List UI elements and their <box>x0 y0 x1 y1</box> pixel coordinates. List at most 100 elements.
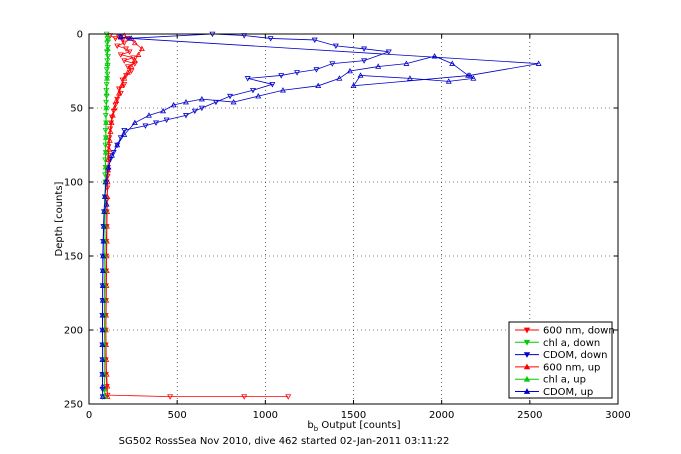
figure-caption: SG502 RossSea Nov 2010, dive 462 started… <box>119 436 450 447</box>
data-point <box>99 282 106 288</box>
data-point <box>111 104 118 111</box>
data-point <box>104 75 110 81</box>
data-point <box>99 341 106 348</box>
data-point <box>142 123 149 129</box>
data-point <box>315 82 322 89</box>
data-point <box>445 78 452 84</box>
x-tick-label: 0 <box>86 410 92 421</box>
data-point <box>117 52 124 58</box>
data-point <box>241 394 248 400</box>
data-point <box>124 69 131 75</box>
data-point <box>103 201 110 207</box>
data-point <box>128 63 135 69</box>
data-point <box>107 126 114 132</box>
data-point <box>105 156 112 163</box>
data-point <box>104 45 111 52</box>
data-point <box>346 67 353 74</box>
y-tick-label: 250 <box>64 400 83 411</box>
y-tick-label: 100 <box>64 178 83 189</box>
ticks: 0 500 1000 1500 2000 2500 3000 0 50 100 150 200 250 <box>64 30 631 422</box>
data-point <box>118 82 125 89</box>
data-point <box>535 60 542 66</box>
data-point <box>131 119 138 126</box>
y-tick-label: 200 <box>64 326 83 337</box>
data-point <box>121 75 128 81</box>
data-point <box>100 223 107 229</box>
data-point <box>110 150 117 156</box>
data-point <box>104 40 111 47</box>
x-axis-label: bb Output [counts] <box>307 420 400 433</box>
data-point <box>170 101 177 108</box>
data-point <box>336 75 343 81</box>
data-point <box>145 112 152 118</box>
data-point <box>108 119 115 126</box>
data-point <box>311 37 318 44</box>
data-point <box>250 88 256 94</box>
data-point <box>130 55 137 61</box>
data-point <box>99 297 106 303</box>
data-point <box>131 57 138 63</box>
data-point <box>101 386 108 392</box>
legend-label: CDOM, up <box>543 387 593 398</box>
data-point <box>285 394 292 400</box>
data-point <box>102 178 109 185</box>
legend-marker <box>523 388 531 394</box>
data-point <box>105 35 112 41</box>
data-point <box>101 193 108 200</box>
data-point <box>102 134 109 140</box>
x-tick-label: 1000 <box>253 410 278 421</box>
data-point <box>102 113 109 119</box>
data-point <box>99 393 106 399</box>
data-point <box>117 33 124 40</box>
data-point <box>99 267 106 274</box>
series-5 <box>99 33 542 399</box>
data-point <box>121 127 128 134</box>
data-point <box>114 43 121 49</box>
legend-label: 600 nm, up <box>543 362 600 373</box>
data-point <box>135 51 142 57</box>
data-point <box>131 39 138 46</box>
data-point <box>107 128 114 134</box>
data-point <box>105 167 112 173</box>
data-point <box>99 326 106 333</box>
y-tick-label: 150 <box>64 252 83 263</box>
data-point <box>124 36 131 42</box>
data-point <box>103 88 110 94</box>
legend-label: CDOM, down <box>543 350 608 361</box>
legend-marker <box>523 327 531 334</box>
data-point <box>110 108 117 115</box>
data-point <box>267 36 274 42</box>
data-point <box>105 153 112 159</box>
data-point <box>102 164 109 170</box>
data-point <box>121 40 128 47</box>
data-point <box>361 58 368 64</box>
data-point <box>403 60 410 66</box>
y-tick-label: 50 <box>70 104 83 115</box>
data-point <box>104 60 111 66</box>
data-point <box>115 90 122 96</box>
data-point <box>449 60 456 66</box>
data-point <box>385 49 392 55</box>
data-point <box>107 157 114 163</box>
series-line <box>102 36 539 397</box>
data-point <box>121 58 128 64</box>
data-point <box>103 67 110 73</box>
data-point <box>99 371 106 377</box>
data-point <box>131 61 138 67</box>
data-point <box>99 356 106 362</box>
data-point <box>117 90 124 97</box>
legend-marker <box>523 375 531 382</box>
data-point <box>114 141 121 148</box>
data-point <box>163 117 170 123</box>
data-point <box>332 43 339 49</box>
data-point <box>99 312 106 318</box>
data-point <box>375 63 382 69</box>
data-point <box>106 135 113 141</box>
data-point <box>102 149 109 155</box>
data-point <box>470 75 477 81</box>
data-point <box>121 82 128 88</box>
y-axis-label: Depth [counts] <box>54 181 65 256</box>
data-point <box>198 105 205 112</box>
data-point <box>123 46 130 52</box>
